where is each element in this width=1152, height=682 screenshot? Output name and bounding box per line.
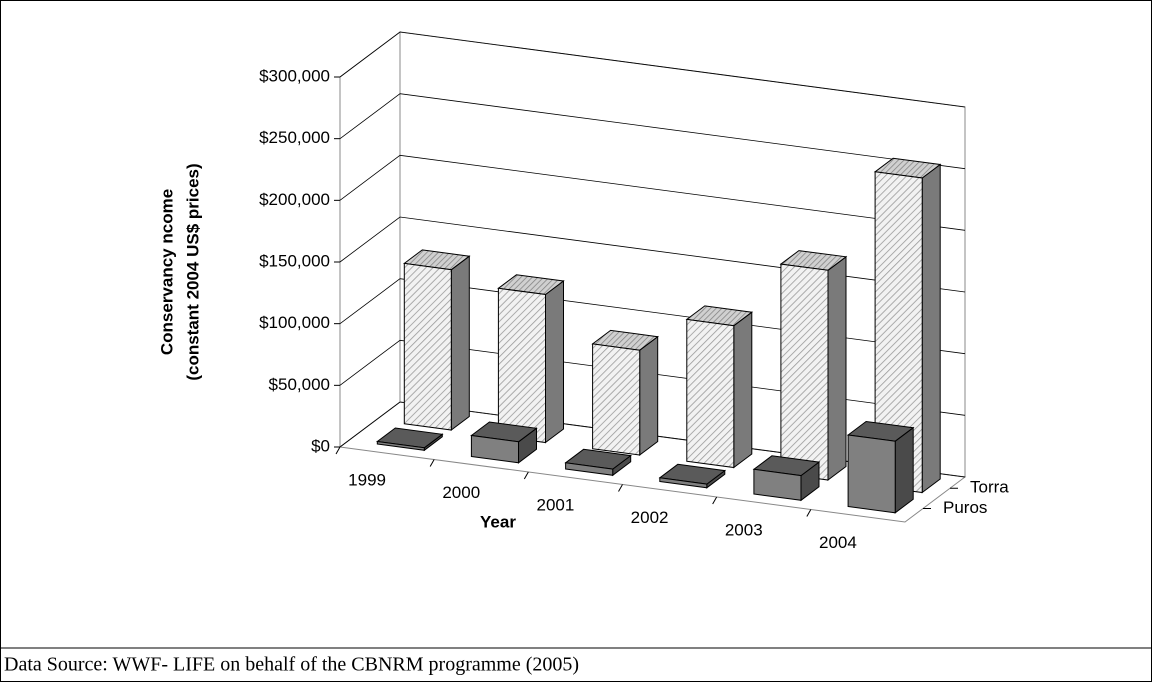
x-tick-label: 2004 xyxy=(819,533,857,552)
bar-side xyxy=(733,311,753,469)
y-tick-label: $0 xyxy=(311,436,330,455)
grid-line xyxy=(339,401,966,478)
bar-side xyxy=(827,255,847,481)
bar xyxy=(565,462,614,476)
bar xyxy=(592,343,641,456)
x-tick xyxy=(335,446,341,455)
bar xyxy=(780,263,829,481)
bar xyxy=(403,262,452,431)
bar-side xyxy=(921,163,941,494)
grid-line xyxy=(339,339,966,416)
x-tick-label: 2001 xyxy=(537,496,575,515)
y-tick-label: $300,000 xyxy=(259,66,330,85)
series-label: Torra xyxy=(970,478,1009,497)
y-axis-title: Conservancy ncome xyxy=(157,189,176,355)
y-tick-label: $50,000 xyxy=(269,375,330,394)
y-tick-label: $150,000 xyxy=(259,251,330,270)
x-tick xyxy=(429,459,435,467)
source-note: Data Source: WWF- LIFE on behalf of the … xyxy=(4,654,579,676)
x-tick-label: 2000 xyxy=(442,483,480,502)
y-axis-title: (constant 2004 US$ prices) xyxy=(183,163,202,380)
bar-side xyxy=(639,335,659,456)
x-tick-label: 1999 xyxy=(348,471,386,490)
grid-line xyxy=(339,278,966,355)
grid-line xyxy=(339,31,966,108)
bar-side xyxy=(545,280,564,444)
bar xyxy=(847,434,896,514)
bar-side xyxy=(450,255,470,431)
bar xyxy=(753,468,802,501)
y-tick-label: $100,000 xyxy=(259,313,330,332)
bar xyxy=(686,318,735,469)
bar xyxy=(470,434,519,464)
grid-line xyxy=(339,154,966,231)
grid-line xyxy=(339,216,966,293)
x-tick xyxy=(712,496,718,505)
series-label: Puros xyxy=(943,498,987,517)
y-tick-label: $200,000 xyxy=(259,190,330,209)
grid-line xyxy=(339,93,966,170)
x-tick-label: 2002 xyxy=(631,508,669,527)
x-tick xyxy=(618,484,623,492)
bar xyxy=(376,440,425,451)
x-tick xyxy=(523,471,529,480)
y-tick-label: $250,000 xyxy=(259,128,330,147)
bar-side xyxy=(894,426,914,514)
x-axis-title: Year xyxy=(480,512,516,531)
x-tick-label: 2003 xyxy=(725,521,763,540)
bar xyxy=(497,287,546,444)
x-tick xyxy=(806,509,812,517)
bar xyxy=(659,477,708,489)
